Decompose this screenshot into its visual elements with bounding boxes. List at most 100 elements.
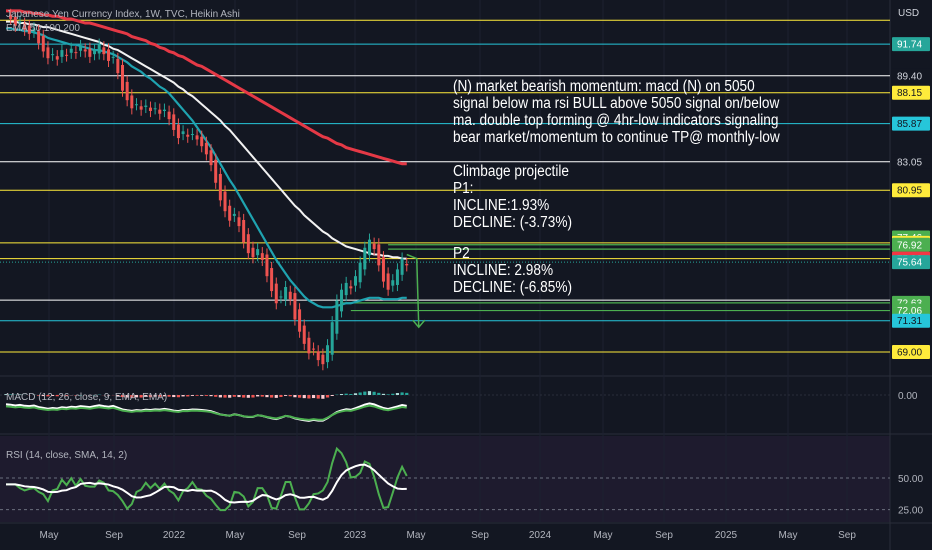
candle-body	[214, 159, 218, 183]
macd-histogram-bar	[144, 395, 148, 397]
price-label-box	[892, 154, 930, 169]
candle-body	[125, 81, 129, 101]
candle-body	[18, 21, 22, 23]
price-label: 88.15	[897, 88, 922, 99]
candle-body	[316, 351, 320, 361]
candle-body	[93, 50, 97, 55]
macd-histogram-bar	[190, 395, 194, 396]
macd-histogram-bar	[372, 391, 376, 395]
candle-body	[13, 16, 17, 26]
candle-body	[354, 276, 357, 286]
macd-histogram-bar	[228, 395, 232, 398]
candle-body	[23, 23, 27, 30]
price-label: 71.31	[897, 316, 922, 327]
candle-body	[251, 247, 255, 258]
time-tick-label: May	[779, 530, 798, 541]
macd-histogram-bar	[167, 395, 171, 397]
candle-body	[307, 337, 311, 354]
candle-body	[134, 104, 138, 106]
macd-histogram-bar	[284, 395, 288, 396]
macd-histogram-bar	[60, 395, 64, 396]
macd-histogram-bar	[237, 395, 241, 398]
rsi-level-label: 25.00	[898, 506, 923, 517]
macd-histogram-bar	[78, 395, 83, 396]
macd-histogram-bar	[120, 395, 125, 398]
candle-body	[340, 289, 344, 312]
price-label: 80.95	[897, 186, 922, 197]
p2-label: P2	[453, 245, 470, 262]
price-label-box	[892, 237, 930, 252]
macd-histogram-bar	[181, 395, 185, 397]
candle-body	[162, 109, 166, 112]
annotation-line: ma. double top forming @ 4hr-low indicat…	[453, 112, 779, 129]
candle-body	[400, 258, 404, 275]
macd-histogram-bar	[279, 395, 283, 397]
candle-body	[65, 54, 69, 56]
candle-body	[186, 134, 190, 137]
macd-label[interactable]: MACD (12, 26, close, 9, EMA, EMA)	[6, 392, 167, 403]
macd-histogram-bar	[288, 395, 292, 397]
rsi-pane-background	[0, 436, 890, 522]
ema-indicator-label[interactable]: EMA 50 100 200	[6, 23, 80, 34]
price-label: 91.74	[897, 40, 922, 51]
candle-body	[377, 244, 381, 266]
price-label-box	[892, 255, 930, 270]
time-tick-label: 2025	[715, 530, 738, 541]
p1-decline: DECLINE: (-3.73%)	[453, 214, 573, 231]
price-label-box	[892, 344, 930, 359]
macd-histogram-bar	[116, 395, 120, 397]
time-tick-label: May	[40, 530, 59, 541]
rsi-label[interactable]: RSI (14, close, SMA, 14, 2)	[6, 450, 127, 461]
candle-body	[288, 291, 292, 300]
annotation-line: signal below ma rsi BULL above 5050 sign…	[453, 95, 780, 112]
candle-body	[83, 49, 87, 52]
price-label: 76.92	[897, 240, 922, 251]
macd-histogram-bar	[377, 392, 381, 395]
candle-body	[130, 95, 134, 109]
candle-body	[111, 56, 115, 58]
candle-body	[256, 249, 260, 256]
candle-body	[107, 49, 111, 61]
macd-histogram-bar	[307, 395, 311, 399]
time-tick-label: Sep	[655, 530, 673, 541]
candle-body	[55, 56, 59, 60]
candle-body	[405, 263, 409, 266]
macd-histogram-bar	[55, 395, 59, 397]
price-label: 75.64	[897, 258, 922, 269]
macd-histogram-bar	[251, 395, 255, 398]
macd-histogram-bar	[148, 395, 153, 398]
macd-histogram-bar	[367, 391, 372, 395]
macd-histogram-bar	[162, 395, 167, 397]
candle-body	[200, 136, 204, 147]
macd-histogram-bar	[232, 395, 236, 397]
price-label: 69.00	[897, 347, 922, 358]
time-tick-label: 2022	[163, 530, 186, 541]
candle-body	[372, 243, 376, 250]
annotation-line: bear market/momentum to continue TP@ mon…	[453, 129, 780, 146]
macd-histogram-bar	[195, 395, 199, 396]
candle-body	[74, 52, 78, 54]
annotation-line: (N) market bearish momentum: macd (N) on…	[453, 78, 755, 95]
macd-histogram-bar	[349, 394, 353, 395]
candle-body	[41, 35, 45, 52]
price-label-box	[892, 37, 930, 52]
macd-histogram-bar	[391, 393, 395, 395]
candle-body	[181, 131, 185, 135]
candle-body	[265, 254, 269, 277]
time-tick-label: 2024	[529, 530, 552, 541]
macd-histogram-bar	[134, 395, 139, 398]
candle-body	[144, 105, 148, 107]
candle-body	[148, 107, 152, 112]
annotation-text: (N) market bearish momentum: macd (N) on…	[453, 78, 780, 296]
symbol-title[interactable]: Japanese Yen Currency Index, 1W, TVC, He…	[6, 9, 240, 20]
candle-body	[386, 273, 390, 290]
ema-200-line	[6, 9, 407, 166]
macd-histogram-bar	[260, 395, 264, 397]
macd-histogram-bar	[88, 395, 92, 396]
candle-body	[153, 108, 157, 110]
candle-body	[321, 354, 325, 365]
macd-histogram-bar	[353, 393, 358, 395]
macd-histogram-bar	[316, 395, 320, 399]
macd-histogram-bar	[106, 395, 111, 396]
macd-histogram-bar	[339, 394, 344, 395]
